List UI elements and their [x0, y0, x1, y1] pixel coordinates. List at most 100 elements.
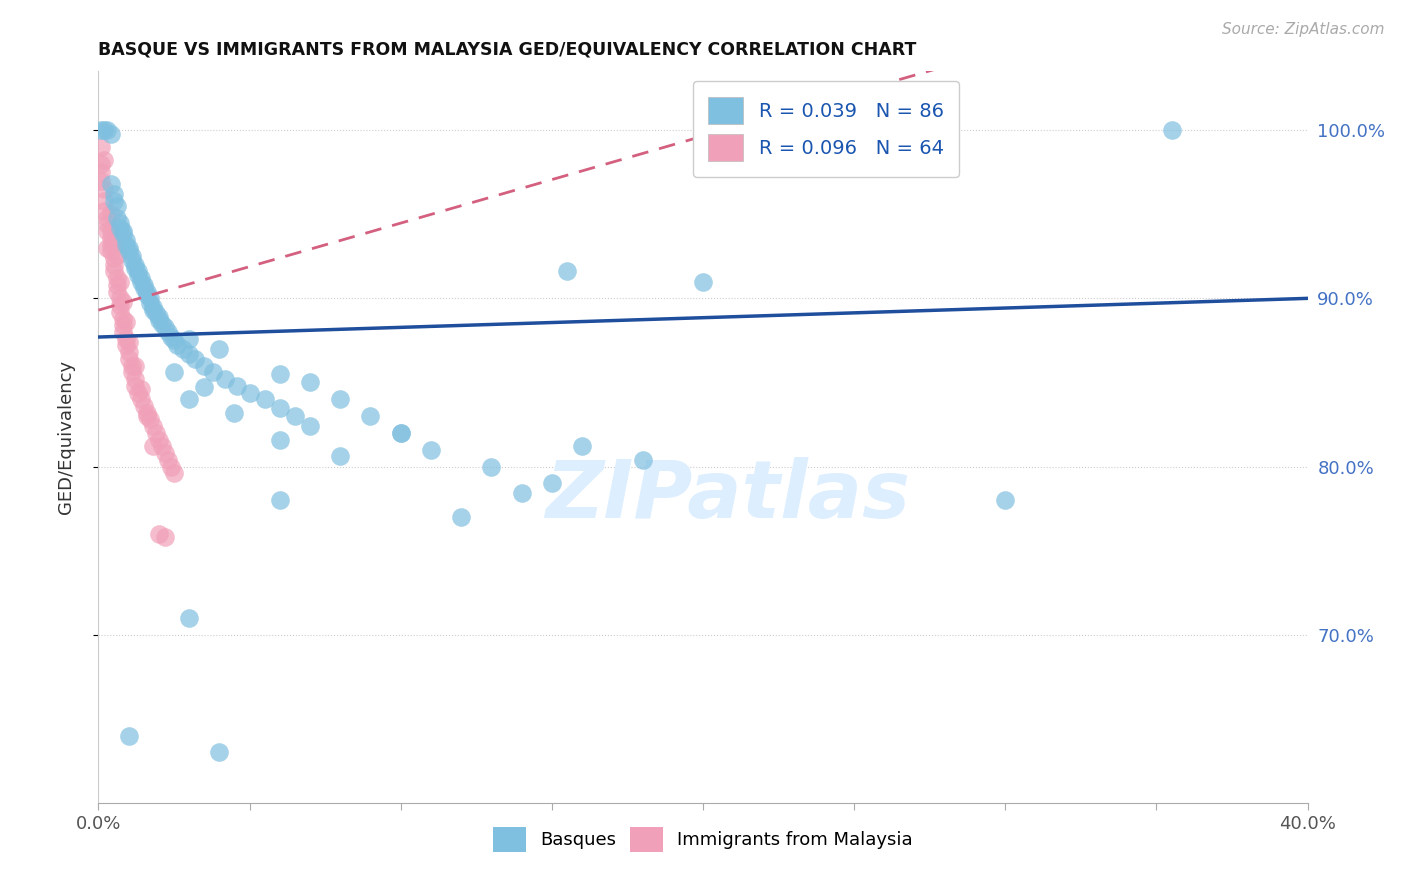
- Point: [163, 334, 186, 348]
- Point: [118, 244, 141, 259]
- Point: [142, 303, 165, 318]
- Point: [108, 216, 131, 230]
- Point: [111, 311, 134, 326]
- Point: [111, 318, 134, 333]
- Point: [124, 261, 146, 276]
- Point: [179, 392, 201, 407]
- Point: [93, 194, 115, 208]
- Point: [142, 419, 165, 434]
- Point: [239, 385, 262, 400]
- Point: [103, 264, 125, 278]
- Point: [994, 493, 1017, 508]
- Point: [108, 305, 131, 319]
- Point: [93, 203, 115, 218]
- Point: [156, 452, 179, 467]
- Point: [269, 367, 291, 381]
- Point: [135, 406, 157, 420]
- Point: [148, 313, 170, 327]
- Point: [105, 271, 128, 285]
- Point: [105, 211, 128, 225]
- Point: [100, 244, 122, 259]
- Point: [96, 241, 118, 255]
- Point: [90, 165, 112, 179]
- Point: [129, 275, 152, 289]
- Point: [329, 450, 352, 464]
- Point: [555, 264, 578, 278]
- Point: [202, 365, 225, 379]
- Point: [96, 218, 118, 232]
- Point: [193, 359, 215, 373]
- Point: [142, 439, 165, 453]
- Point: [420, 442, 443, 457]
- Point: [93, 153, 115, 168]
- Point: [150, 439, 173, 453]
- Point: [129, 392, 152, 407]
- Point: [124, 359, 146, 373]
- Text: Source: ZipAtlas.com: Source: ZipAtlas.com: [1222, 22, 1385, 37]
- Point: [160, 459, 183, 474]
- Point: [208, 342, 231, 356]
- Point: [129, 271, 152, 285]
- Legend: Basques, Immigrants from Malaysia: Basques, Immigrants from Malaysia: [486, 820, 920, 860]
- Point: [329, 392, 352, 407]
- Point: [139, 296, 162, 310]
- Point: [284, 409, 307, 423]
- Point: [121, 252, 143, 267]
- Point: [114, 237, 136, 252]
- Point: [90, 157, 112, 171]
- Point: [90, 140, 112, 154]
- Point: [132, 399, 155, 413]
- Point: [90, 174, 112, 188]
- Point: [105, 199, 128, 213]
- Point: [269, 493, 291, 508]
- Point: [142, 300, 165, 314]
- Point: [571, 439, 593, 453]
- Point: [127, 268, 149, 282]
- Point: [179, 611, 201, 625]
- Point: [96, 123, 118, 137]
- Point: [111, 227, 134, 242]
- Point: [103, 251, 125, 265]
- Point: [93, 123, 115, 137]
- Point: [139, 412, 162, 426]
- Point: [121, 249, 143, 263]
- Point: [114, 338, 136, 352]
- Point: [540, 476, 562, 491]
- Point: [121, 359, 143, 373]
- Point: [96, 211, 118, 225]
- Point: [114, 233, 136, 247]
- Point: [132, 277, 155, 292]
- Point: [172, 342, 194, 356]
- Point: [135, 285, 157, 299]
- Point: [118, 729, 141, 743]
- Point: [124, 379, 146, 393]
- Point: [111, 294, 134, 309]
- Point: [132, 281, 155, 295]
- Point: [389, 425, 412, 440]
- Point: [269, 433, 291, 447]
- Point: [156, 325, 179, 339]
- Point: [124, 258, 146, 272]
- Point: [103, 234, 125, 248]
- Point: [510, 486, 533, 500]
- Point: [118, 241, 141, 255]
- Point: [105, 247, 128, 261]
- Point: [184, 351, 207, 366]
- Point: [934, 123, 956, 137]
- Point: [103, 258, 125, 272]
- Point: [148, 310, 170, 324]
- Point: [108, 220, 131, 235]
- Point: [253, 392, 276, 407]
- Point: [179, 332, 201, 346]
- Point: [145, 306, 167, 320]
- Point: [108, 275, 131, 289]
- Point: [148, 526, 170, 541]
- Point: [153, 446, 176, 460]
- Point: [100, 237, 122, 252]
- Point: [118, 345, 141, 359]
- Point: [93, 182, 115, 196]
- Point: [129, 382, 152, 396]
- Point: [299, 419, 322, 434]
- Point: [692, 275, 714, 289]
- Point: [214, 372, 236, 386]
